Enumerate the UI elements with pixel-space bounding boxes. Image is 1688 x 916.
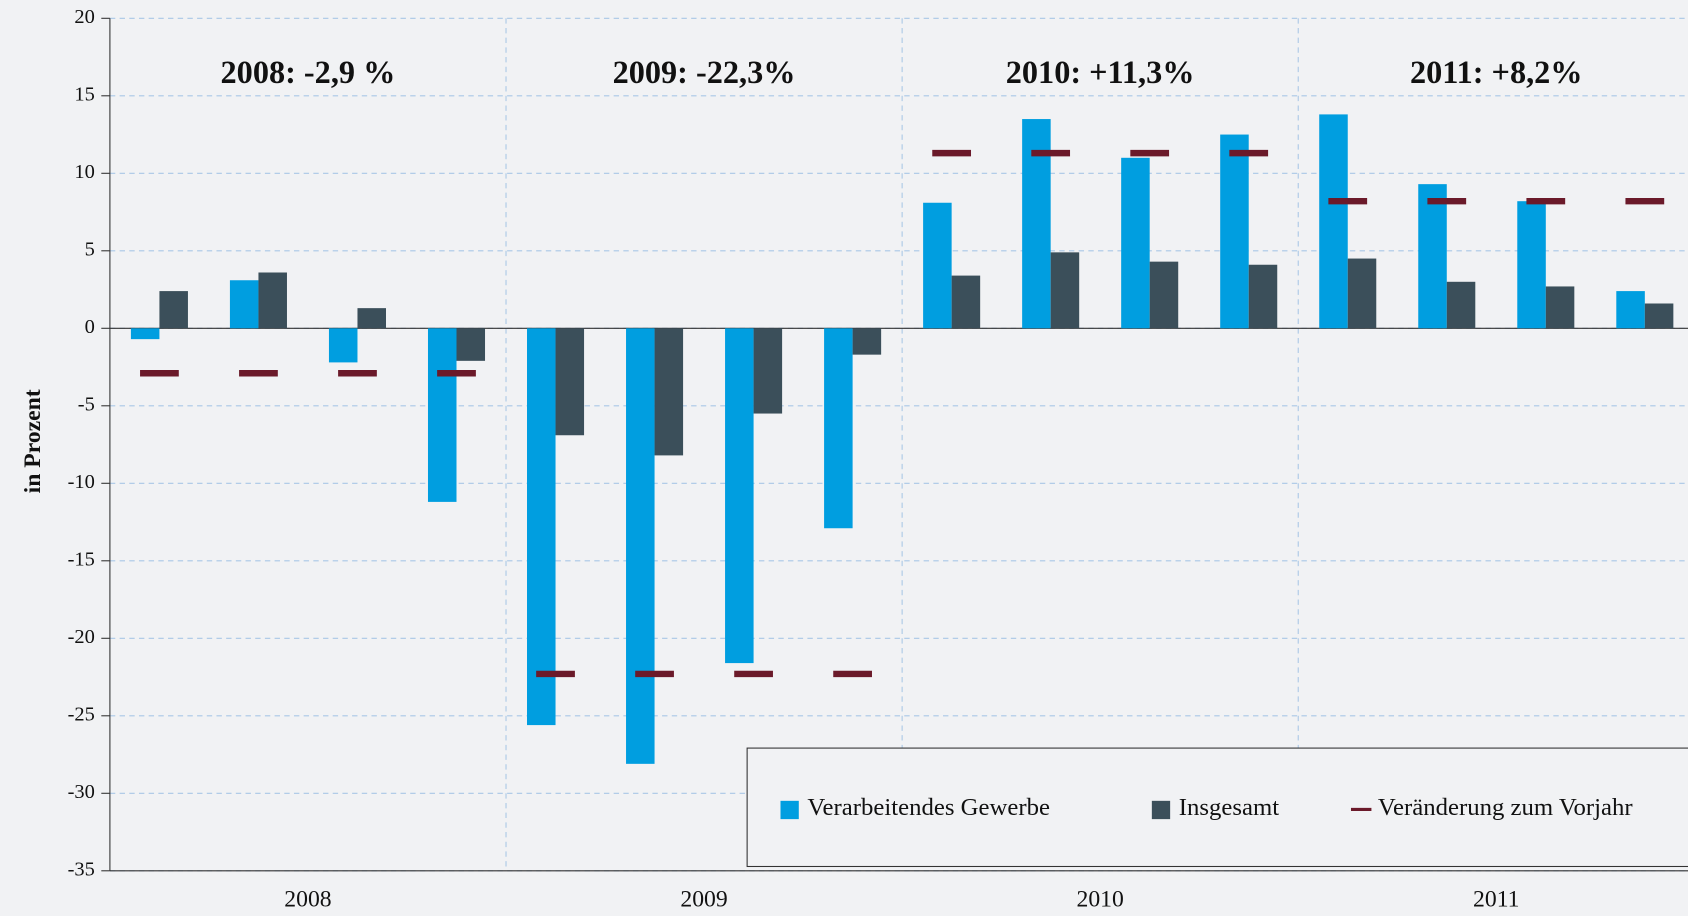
bar xyxy=(130,328,160,340)
bar xyxy=(357,308,386,329)
bar xyxy=(1644,303,1674,329)
bar xyxy=(626,328,655,764)
annotation: 2011: +8,2% xyxy=(1410,54,1583,90)
x-tick-label: 2010 xyxy=(1077,886,1124,912)
bar xyxy=(824,328,853,529)
bar xyxy=(555,328,585,436)
bar xyxy=(328,328,358,363)
y-tick-label: 15 xyxy=(74,83,94,105)
annotation: 2010: +11,3% xyxy=(1006,54,1195,90)
legend-label: Verarbeitendes Gewerbe xyxy=(807,794,1050,821)
bar xyxy=(1248,264,1278,329)
bar xyxy=(427,328,457,502)
legend-swatch xyxy=(780,800,799,820)
bar xyxy=(1149,261,1179,329)
y-tick-label: -30 xyxy=(68,781,95,803)
x-tick-label: 2008 xyxy=(284,886,331,912)
bar xyxy=(1347,258,1377,329)
annotation: 2009: -22,3% xyxy=(613,54,796,90)
x-tick-label: 2011 xyxy=(1473,886,1519,912)
bar xyxy=(1616,291,1645,329)
annotation: 2008: -2,9 % xyxy=(221,54,396,90)
bar xyxy=(229,280,259,329)
bar xyxy=(951,275,981,329)
bar xyxy=(852,328,882,355)
bar xyxy=(1220,134,1249,329)
bar xyxy=(527,328,556,726)
y-tick-label: 10 xyxy=(74,161,94,183)
y-tick-label: -10 xyxy=(68,471,95,493)
y-tick-label: -20 xyxy=(68,626,95,648)
legend-box xyxy=(746,747,1688,868)
bar xyxy=(1418,184,1447,329)
legend-label: Insgesamt xyxy=(1179,794,1279,821)
bar xyxy=(1446,281,1476,329)
bar xyxy=(1517,201,1546,329)
y-tick-label: 0 xyxy=(85,316,95,338)
legend-label: Veränderung zum Vorjahr xyxy=(1378,794,1634,821)
bar xyxy=(923,202,952,329)
bar xyxy=(1319,114,1348,329)
bar xyxy=(1545,286,1575,329)
y-tick-label: -35 xyxy=(68,858,95,880)
y-tick-label: 20 xyxy=(74,6,94,28)
x-tick-label: 2009 xyxy=(680,886,727,912)
bar xyxy=(725,328,754,664)
bar xyxy=(654,328,684,456)
y-tick-label: 5 xyxy=(85,238,95,260)
bar xyxy=(753,328,783,414)
y-tick-label: -15 xyxy=(68,548,95,570)
legend-swatch xyxy=(1151,800,1171,820)
bar xyxy=(159,291,188,329)
y-tick-label: -25 xyxy=(68,703,95,725)
bar xyxy=(258,272,287,329)
y-tick-label: -5 xyxy=(78,393,95,415)
bar xyxy=(456,328,486,361)
bar xyxy=(1050,252,1080,329)
y-axis-label: in Prozent xyxy=(20,389,46,493)
bar xyxy=(1121,157,1150,329)
